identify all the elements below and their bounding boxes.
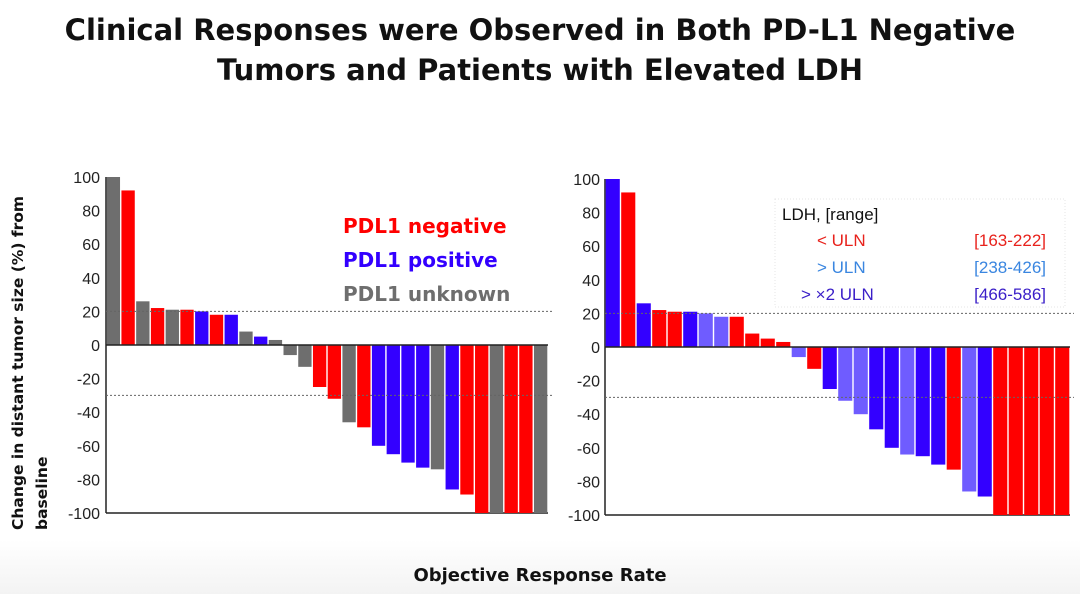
bar xyxy=(869,347,884,430)
bar xyxy=(445,345,459,490)
x-axis-label: Objective Response Rate xyxy=(413,565,667,586)
legend-range-high: [466-586] xyxy=(974,285,1046,304)
bar xyxy=(915,347,930,457)
bar xyxy=(283,345,297,356)
bar xyxy=(475,345,489,513)
chart-panel-1: 100 80 60 40 20 0 -20 -40 -60 -80 -100 PDL1 negativ… xyxy=(68,170,552,523)
legend-entry-pos: PDL1 positive xyxy=(343,248,498,272)
y-tick-label: 60 xyxy=(82,237,100,254)
bar xyxy=(357,345,371,428)
legend-box xyxy=(774,198,1066,308)
bar xyxy=(977,347,992,497)
bar xyxy=(1008,347,1023,515)
bar xyxy=(195,311,209,345)
y-tick-label: -100 xyxy=(68,506,100,523)
bar xyxy=(652,310,667,347)
bar xyxy=(312,345,327,387)
legend-entry-high: > ×2 ULN xyxy=(801,285,874,304)
y-tick-label: 60 xyxy=(582,239,600,256)
legend-entry-neg: PDL1 negative xyxy=(343,214,507,238)
title-line-1: Clinical Responses were Observed in Both… xyxy=(64,13,1016,47)
bar xyxy=(698,313,713,347)
bar xyxy=(386,345,400,455)
bar xyxy=(504,345,518,513)
y-tick-label: -60 xyxy=(77,439,100,456)
bar xyxy=(401,345,415,463)
bar xyxy=(605,179,620,347)
bar xyxy=(342,345,356,423)
bar xyxy=(900,347,915,455)
page-title: Clinical Responses were Observed in Both… xyxy=(0,10,1080,90)
bar xyxy=(416,345,430,468)
y-tick-label: -20 xyxy=(577,374,600,391)
bar xyxy=(993,347,1008,515)
chart-panel-2: 100 80 60 40 20 0 -20 -40 -60 -80 -100 LDH, [range]… xyxy=(568,172,1074,525)
legend-entry-low: < ULN xyxy=(817,231,866,250)
y-tick-label: -20 xyxy=(77,372,100,389)
y-tick-label: 40 xyxy=(82,271,100,288)
y-tick-label: -80 xyxy=(577,474,600,491)
bar xyxy=(807,347,822,369)
bar xyxy=(430,345,445,470)
legend-range-low: [163-222] xyxy=(974,231,1046,250)
bar xyxy=(760,338,775,347)
bar xyxy=(254,336,268,345)
y-tick-label: -60 xyxy=(577,441,600,458)
bar xyxy=(853,347,868,415)
bar xyxy=(150,308,165,345)
bar xyxy=(268,339,283,345)
bar xyxy=(621,192,636,347)
bar xyxy=(962,347,977,492)
bar xyxy=(136,301,150,345)
bar xyxy=(946,347,961,470)
bar xyxy=(931,347,946,465)
y-tick-label: 0 xyxy=(91,338,100,355)
y-tick-label: 80 xyxy=(82,204,100,221)
y-tick-label: 0 xyxy=(591,340,600,357)
bar xyxy=(667,311,682,347)
title-line-2: Tumors and Patients with Elevated LDH xyxy=(217,53,863,87)
bar xyxy=(822,347,837,389)
bar xyxy=(121,190,135,345)
legend-entry-mid: > ULN xyxy=(817,258,866,277)
bar xyxy=(298,345,312,367)
y-tick-label: 100 xyxy=(73,170,100,187)
bar xyxy=(791,347,806,358)
bar xyxy=(209,314,224,345)
y-tick-label: -100 xyxy=(568,508,600,525)
y-tick-label: 40 xyxy=(582,273,600,290)
legend-entry-unk: PDL1 unknown xyxy=(343,282,510,306)
y-tick-label: -40 xyxy=(577,407,600,424)
bar xyxy=(180,309,194,345)
bar xyxy=(838,347,853,401)
bar xyxy=(714,316,729,347)
bar xyxy=(683,311,698,347)
y-tick-label: 20 xyxy=(82,304,100,321)
bar xyxy=(165,309,179,345)
y-tick-label: -80 xyxy=(77,472,100,489)
bar xyxy=(636,303,651,347)
bar xyxy=(745,333,760,347)
bar xyxy=(776,341,791,347)
y-tick-label: 20 xyxy=(582,306,600,323)
bar xyxy=(1055,347,1070,515)
bar xyxy=(1039,347,1054,515)
bar xyxy=(884,347,899,448)
bar xyxy=(533,345,548,513)
bar xyxy=(519,345,533,513)
bar xyxy=(729,316,744,347)
bar xyxy=(489,345,504,513)
y-tick-label: 100 xyxy=(573,172,600,189)
y-tick-label: -40 xyxy=(77,405,100,422)
bar xyxy=(327,345,342,399)
bar xyxy=(239,331,253,345)
bar xyxy=(460,345,474,495)
legend-range-mid: [238-426] xyxy=(974,258,1046,277)
bar xyxy=(224,314,238,345)
legend-title: LDH, [range] xyxy=(782,205,878,224)
bar xyxy=(1024,347,1039,515)
bar xyxy=(106,177,121,345)
y-tick-label: 80 xyxy=(582,206,600,223)
